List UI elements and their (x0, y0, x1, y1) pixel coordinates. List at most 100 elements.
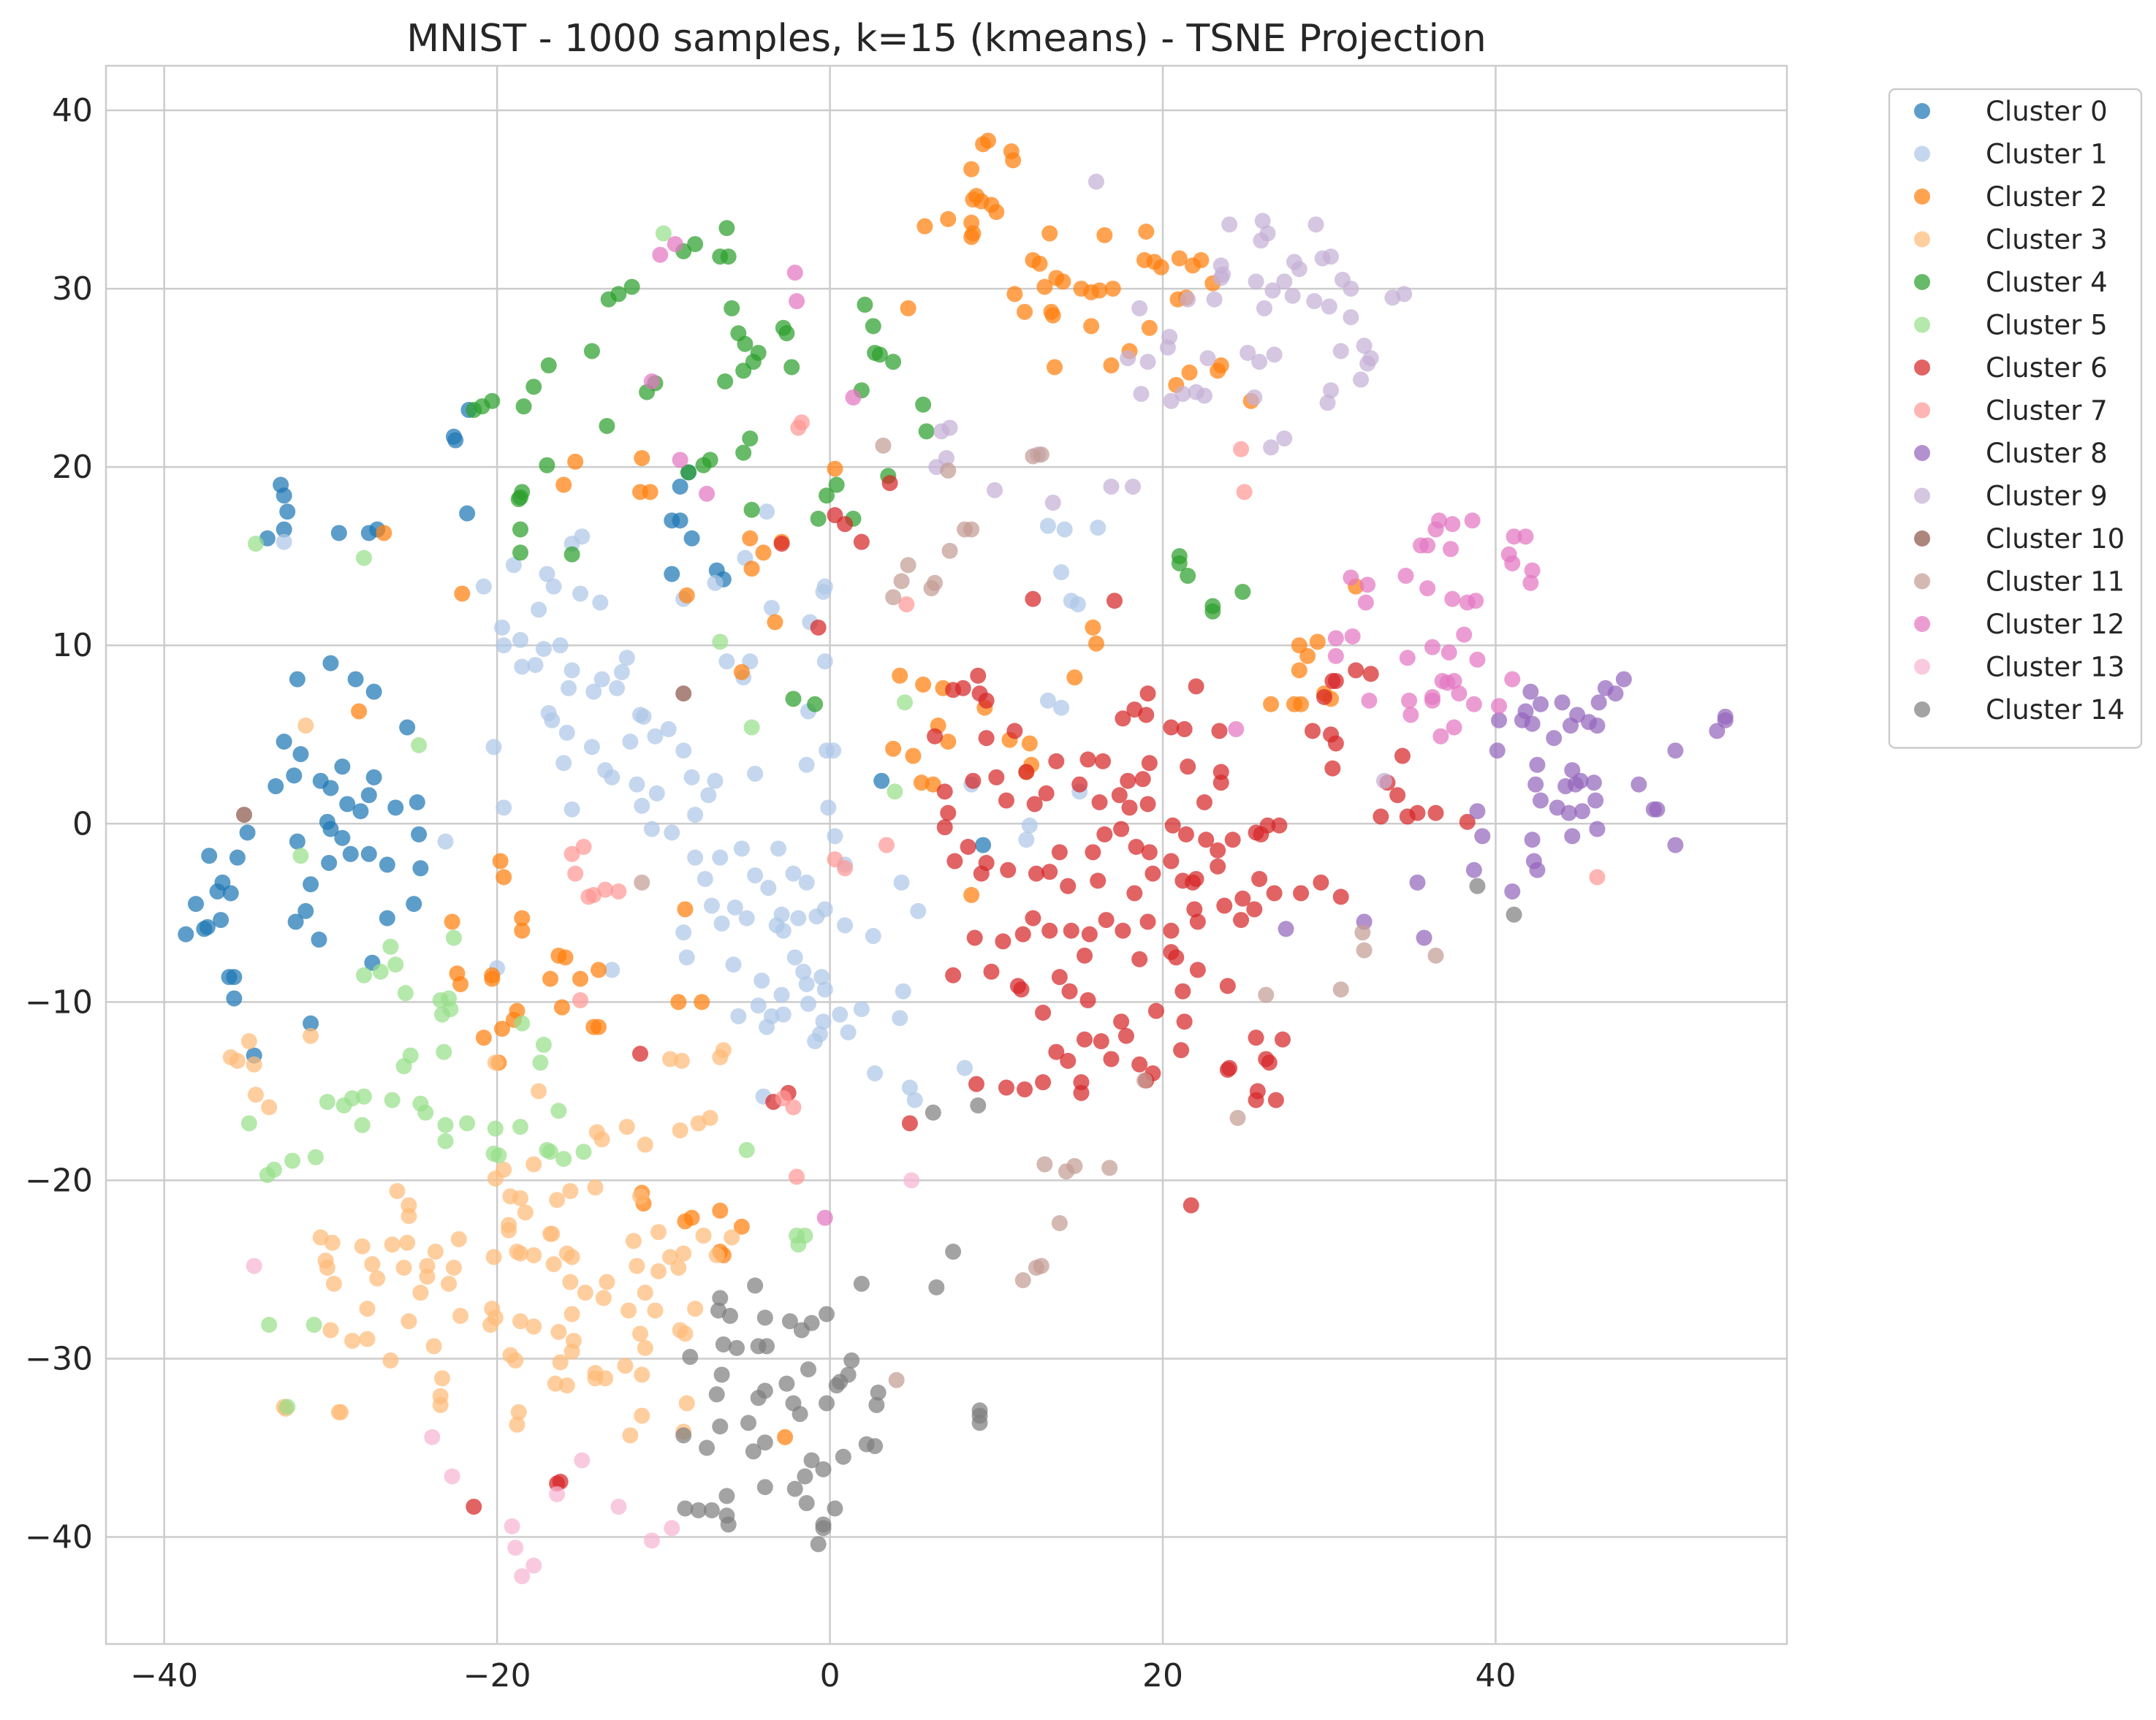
scatter-point (988, 204, 1005, 221)
scatter-point (1221, 216, 1238, 233)
scatter-point (1121, 799, 1138, 816)
x-tick-label: 20 (1142, 1657, 1183, 1694)
scatter-point (1532, 792, 1549, 809)
scatter-point (1357, 594, 1374, 611)
scatter-point (246, 1257, 262, 1274)
scatter-point (1088, 173, 1104, 190)
scatter-point (445, 1260, 462, 1276)
scatter-point (450, 1230, 467, 1247)
scatter-point (1163, 853, 1180, 869)
scatter-point (1316, 689, 1332, 705)
scatter-point (940, 804, 957, 821)
scatter-point (267, 778, 284, 795)
scatter-point (1017, 1081, 1033, 1097)
series-8 (1278, 671, 1734, 946)
scatter-point (1173, 1042, 1190, 1059)
scatter-point (1013, 981, 1030, 998)
scatter-point (678, 949, 695, 966)
scatter-point (1456, 626, 1473, 643)
scatter-point (1278, 921, 1294, 937)
scatter-point (585, 683, 602, 700)
scatter-point (384, 1236, 401, 1253)
scatter-point (1432, 728, 1449, 745)
scatter-point (900, 300, 916, 316)
scatter-point (696, 870, 713, 887)
scatter-point (1590, 694, 1607, 711)
scatter-point (1291, 662, 1307, 679)
scatter-point (637, 1136, 653, 1153)
scatter-point (1066, 669, 1083, 686)
scatter-point (970, 667, 987, 684)
scatter-point (419, 1268, 436, 1285)
legend-label: Cluster 8 (1986, 438, 2108, 469)
scatter-point (387, 799, 404, 816)
scatter-point (389, 1183, 406, 1200)
scatter-point (695, 457, 712, 473)
scatter-point (487, 1054, 504, 1071)
scatter-point (599, 1274, 615, 1290)
scatter-point (1026, 796, 1043, 813)
legend-label: Cluster 3 (1986, 224, 2108, 256)
scatter-point (968, 1076, 984, 1092)
scatter-point (1147, 1002, 1164, 1019)
scatter-point (819, 487, 835, 504)
scatter-point (1180, 568, 1196, 585)
scatter-point (885, 354, 902, 370)
scatter-point (572, 585, 589, 602)
scatter-point (1071, 776, 1088, 793)
scatter-point (509, 1416, 525, 1433)
scatter-point (360, 525, 377, 541)
scatter-point (998, 792, 1014, 809)
scatter-point (561, 680, 577, 696)
scatter-point (652, 246, 669, 263)
scatter-point (1177, 826, 1194, 842)
scatter-point (1491, 712, 1508, 728)
scatter-point (672, 512, 688, 529)
scatter-point (1258, 1051, 1275, 1068)
scatter-point (1343, 569, 1359, 586)
scatter-point (936, 783, 953, 800)
scatter-point (1441, 644, 1457, 661)
scatter-point (322, 821, 339, 837)
scatter-point (845, 389, 862, 406)
scatter-point (747, 765, 764, 782)
series-6 (466, 475, 1476, 1515)
y-tick-label: −10 (25, 983, 93, 1021)
scatter-point (1163, 922, 1180, 939)
scatter-point (867, 1438, 884, 1455)
scatter-point (1204, 603, 1221, 620)
scatter-point (1077, 1031, 1093, 1048)
scatter-point (1248, 273, 1264, 290)
scatter-point (703, 1502, 720, 1518)
scatter-point (1018, 832, 1035, 848)
series-1 (276, 503, 1107, 1108)
scatter-point (591, 1019, 607, 1035)
scatter-point (1083, 318, 1100, 335)
scatter-point (487, 1120, 504, 1137)
scatter-point (703, 897, 720, 914)
scatter-point (1474, 828, 1491, 845)
scatter-point (1219, 978, 1236, 994)
scatter-point (286, 767, 303, 784)
scatter-point (720, 1516, 737, 1533)
x-tick-label: 0 (820, 1657, 840, 1694)
scatter-point (1186, 901, 1203, 918)
scatter-point (1212, 357, 1229, 374)
scatter-point (496, 869, 512, 886)
scatter-point (1145, 865, 1161, 882)
scatter-point (885, 740, 902, 757)
legend-marker (1914, 487, 1930, 504)
scatter-point (213, 912, 229, 929)
scatter-point (759, 503, 775, 520)
scatter-point (563, 1306, 580, 1323)
scatter-point (1000, 861, 1017, 878)
legend-box (1888, 88, 2143, 749)
scatter-point (1489, 742, 1506, 759)
scatter-point (557, 949, 574, 966)
scatter-point (800, 1361, 816, 1378)
scatter-point (209, 883, 226, 900)
chart-title: MNIST - 1000 samples, k=15 (kmeans) - TS… (406, 17, 1486, 61)
scatter-point (531, 1083, 547, 1100)
scatter-point (1189, 962, 1206, 978)
scatter-point (743, 719, 760, 736)
